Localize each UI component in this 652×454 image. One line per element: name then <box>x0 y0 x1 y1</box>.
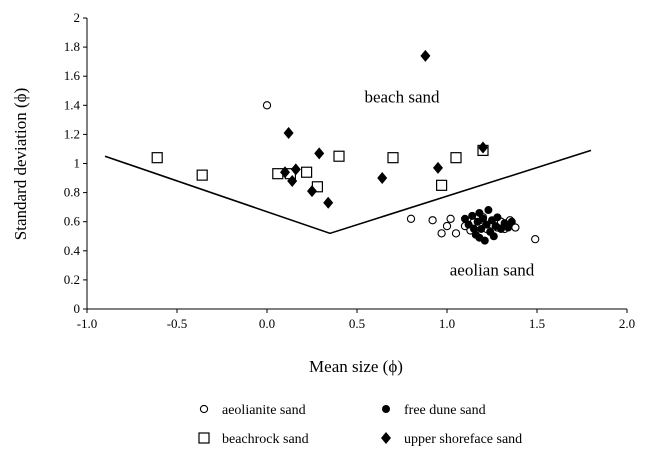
y-tick-label: 1.6 <box>64 68 81 83</box>
y-tick-label: 2 <box>74 10 81 25</box>
aeolianite-sand-point <box>262 101 272 110</box>
aeolianite-sand-point <box>446 214 455 223</box>
free-dune-sand-point <box>507 217 516 226</box>
x-tick-label: 1.5 <box>529 316 545 331</box>
annotation-aeolian-sand: aeolian sand <box>450 261 535 280</box>
upper-shoreface-sand-point <box>280 166 290 179</box>
y-tick-label: 1.4 <box>64 97 81 112</box>
legend-marker-upper-shoreface-sand <box>381 432 391 444</box>
upper-shoreface-sand-point <box>283 126 294 139</box>
free-dune-sand-point <box>477 224 486 233</box>
legend-label-beachrock-sand: beachrock sand <box>222 432 309 447</box>
upper-shoreface-sand-point <box>377 172 388 185</box>
legend: aeolianite sand free dune sand beachrock s… <box>198 403 522 447</box>
upper-shoreface-sand-point <box>323 196 334 209</box>
y-tick-label: 0.2 <box>64 272 80 287</box>
aeolianite-sand-point <box>531 235 540 244</box>
beachrock-sand-point <box>436 179 448 191</box>
y-tick-label: 1.8 <box>64 39 80 54</box>
upper-shoreface-sand-point <box>478 141 488 154</box>
aeolianite-sand-point <box>442 221 452 231</box>
x-tick-label: 0.0 <box>259 316 275 331</box>
free-dune-sand-point <box>460 214 469 223</box>
y-tick-label: 0.6 <box>64 214 81 229</box>
boundary-line-group <box>104 149 592 235</box>
legend-marker-free-dune-sand <box>381 404 390 413</box>
upper-shoreface-sand-point <box>307 185 317 198</box>
free-dune-sand-point <box>480 236 489 245</box>
free-dune-sand-point <box>504 223 513 232</box>
upper-shoreface-sand-point <box>420 49 431 62</box>
free-dune-sand-point <box>478 214 487 223</box>
legend-label-free-dune-sand: free dune sand <box>404 403 486 418</box>
annotations: beach sand aeolian sand <box>364 87 534 279</box>
upper-shoreface-sand-point <box>290 163 301 176</box>
annotation-beach-sand: beach sand <box>364 87 440 106</box>
legend-label-aeolianite-sand: aeolianite sand <box>222 403 306 418</box>
beachrock-sand-point <box>450 152 462 164</box>
y-tick-label: 0.8 <box>64 185 80 200</box>
boundary-line <box>104 149 592 235</box>
free-dune-sand-point <box>484 206 493 215</box>
x-axis-title: Mean size (ϕ) <box>309 357 403 376</box>
free-dune-sand-point <box>464 220 473 229</box>
aeolianite-sand-point <box>437 229 446 238</box>
free-dune-sand-point <box>475 208 484 217</box>
y-tick-label: 0 <box>74 301 81 316</box>
y-tick-label: 0.4 <box>64 243 81 258</box>
aeolianite-sand-point <box>406 214 416 223</box>
x-tick-label: 1.0 <box>439 316 455 331</box>
free-dune-sand-point <box>493 213 502 222</box>
free-dune-sand-point <box>489 232 498 241</box>
beachrock-sand-point <box>301 166 313 178</box>
upper-shoreface-sand-point <box>314 147 325 160</box>
data-points <box>151 49 540 245</box>
aeolianite-sand-point <box>428 216 437 225</box>
y-tick-label: 1 <box>74 156 81 171</box>
legend-marker-beachrock-sand <box>198 432 210 444</box>
axes: 0 0.2 0.4 0.6 0.8 1 1.2 1.4 1.6 1.8 2 -1.0 -0.5 0.0 0.… <box>64 10 635 331</box>
x-tick-label: 2.0 <box>619 316 635 331</box>
x-tick-label: -0.5 <box>167 316 188 331</box>
upper-shoreface-sand-point <box>433 161 443 174</box>
x-tick-label: -1.0 <box>77 316 98 331</box>
beachrock-sand-point <box>387 152 399 164</box>
beachrock-sand-point <box>196 169 208 181</box>
beachrock-sand-point <box>333 150 345 162</box>
legend-marker-aeolianite-sand <box>199 404 209 414</box>
free-dune-sand-point <box>468 211 477 220</box>
y-tick-label: 1.2 <box>64 126 80 141</box>
aeolianite-sand-point <box>451 229 461 238</box>
x-tick-label: 0.5 <box>349 316 365 331</box>
y-axis-title: Standard deviation (ϕ) <box>11 88 30 240</box>
upper-shoreface-sand-point <box>287 174 298 187</box>
beachrock-sand-point <box>151 152 163 164</box>
legend-label-upper-shoreface-sand: upper shoreface sand <box>404 432 522 447</box>
free-dune-sand-point <box>482 220 491 229</box>
